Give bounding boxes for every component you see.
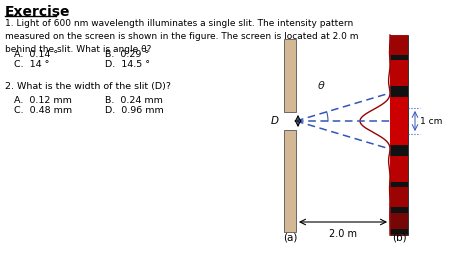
Text: C.  0.48 mm: C. 0.48 mm [14,106,72,115]
Text: Exercise: Exercise [5,5,71,19]
Text: (b): (b) [392,232,406,242]
Text: A.  0.12 mm: A. 0.12 mm [14,96,72,105]
Text: C.  14 °: C. 14 ° [14,60,49,69]
Bar [390,97,408,145]
Text: B.  0.24 mm: B. 0.24 mm [105,96,163,105]
Bar [284,130,296,232]
Bar [390,156,408,182]
Bar [390,234,408,235]
Text: D: D [271,116,279,126]
Text: 2.0 m: 2.0 m [329,229,357,239]
Text: B.  0.29 °: B. 0.29 ° [105,50,149,59]
Bar [390,35,408,55]
Text: A.  0.14 °: A. 0.14 ° [14,50,58,59]
Bar [390,213,408,229]
Text: (a): (a) [283,232,297,242]
Text: D.  0.96 mm: D. 0.96 mm [105,106,164,115]
Text: 1 cm: 1 cm [420,116,442,125]
Bar [390,60,408,86]
Text: 1. Light of 600 nm wavelength illuminates a single slit. The intensity pattern
m: 1. Light of 600 nm wavelength illuminate… [5,19,358,54]
Text: 2. What is the width of the slit (D)?: 2. What is the width of the slit (D)? [5,82,171,91]
Text: θ: θ [318,81,325,91]
Bar [390,35,408,235]
Bar [284,39,296,112]
Bar [390,187,408,207]
Text: D.  14.5 °: D. 14.5 ° [105,60,150,69]
